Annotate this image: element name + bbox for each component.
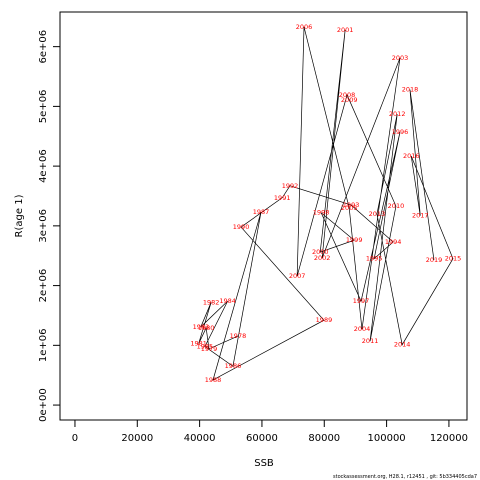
x-axis-label: SSB <box>254 458 274 469</box>
year-label: 1986 <box>225 362 242 370</box>
year-label: 2005 <box>341 204 358 212</box>
year-label: 2017 <box>412 212 429 220</box>
x-tick-label: 60000 <box>246 433 278 444</box>
year-label: 1985 <box>197 343 214 351</box>
year-label: 2002 <box>314 254 331 262</box>
x-tick-label: 80000 <box>308 433 340 444</box>
y-axis-label: R(age 1) <box>14 194 25 237</box>
year-label: 2008 <box>339 91 356 99</box>
year-label: 2011 <box>362 337 379 345</box>
year-label: 2004 <box>354 325 371 333</box>
footnote: stockassessment.org, H28.1, r12451 , git… <box>333 474 477 480</box>
plot-frame <box>59 11 468 421</box>
year-label: 1987 <box>253 208 270 216</box>
year-label: 1996 <box>392 128 409 136</box>
year-label: 1991 <box>274 194 291 202</box>
year-label: 1999 <box>346 236 363 244</box>
y-tick-label: 1e+06 <box>38 329 49 363</box>
year-label: 1998 <box>313 209 330 217</box>
series-line <box>198 26 454 381</box>
year-label: 2015 <box>445 255 462 263</box>
year-label: 1982 <box>203 298 220 306</box>
year-label: 2000 <box>312 248 329 256</box>
year-label: 2012 <box>389 110 406 118</box>
year-label: 1981 <box>190 340 207 348</box>
year-label: 2010 <box>388 202 405 210</box>
y-tick-label: 5e+06 <box>38 90 49 124</box>
y-tick-label: 3e+06 <box>38 209 49 243</box>
year-label: 1989 <box>316 316 333 324</box>
x-tick-label: 0 <box>72 433 78 444</box>
year-label: 2007 <box>289 272 306 280</box>
year-label: 2009 <box>341 96 358 104</box>
x-tick-label: 120000 <box>430 433 468 444</box>
year-label: 2001 <box>337 26 354 34</box>
y-tick-label: 0e+00 <box>38 388 49 422</box>
year-label: 2016 <box>403 152 420 160</box>
year-label: 1993 <box>343 201 360 209</box>
year-label: 2013 <box>369 210 386 218</box>
x-tick-label: 20000 <box>121 433 153 444</box>
y-tick-label: 4e+06 <box>38 149 49 183</box>
y-tick-label: 6e+06 <box>38 30 49 64</box>
year-label: 2014 <box>394 341 411 349</box>
year-label: 1983 <box>193 323 210 331</box>
year-label: 1997 <box>353 297 370 305</box>
year-label: 2006 <box>296 23 313 31</box>
y-tick-label: 2e+06 <box>38 269 49 303</box>
year-label: 1979 <box>201 345 218 353</box>
year-label: 1995 <box>366 255 383 263</box>
year-label: 1978 <box>230 332 247 340</box>
year-label: 2003 <box>392 54 409 62</box>
year-label: 1984 <box>219 297 236 305</box>
year-label: 1980 <box>198 324 215 332</box>
year-label: 2018 <box>402 86 419 94</box>
x-tick-label: 40000 <box>184 433 216 444</box>
year-label: 1990 <box>233 223 250 231</box>
year-label: 1994 <box>385 238 402 246</box>
x-tick-label: 100000 <box>368 433 406 444</box>
year-label: 1988 <box>205 376 222 384</box>
year-label: 2019 <box>426 256 443 264</box>
year-label: 1992 <box>282 182 299 190</box>
